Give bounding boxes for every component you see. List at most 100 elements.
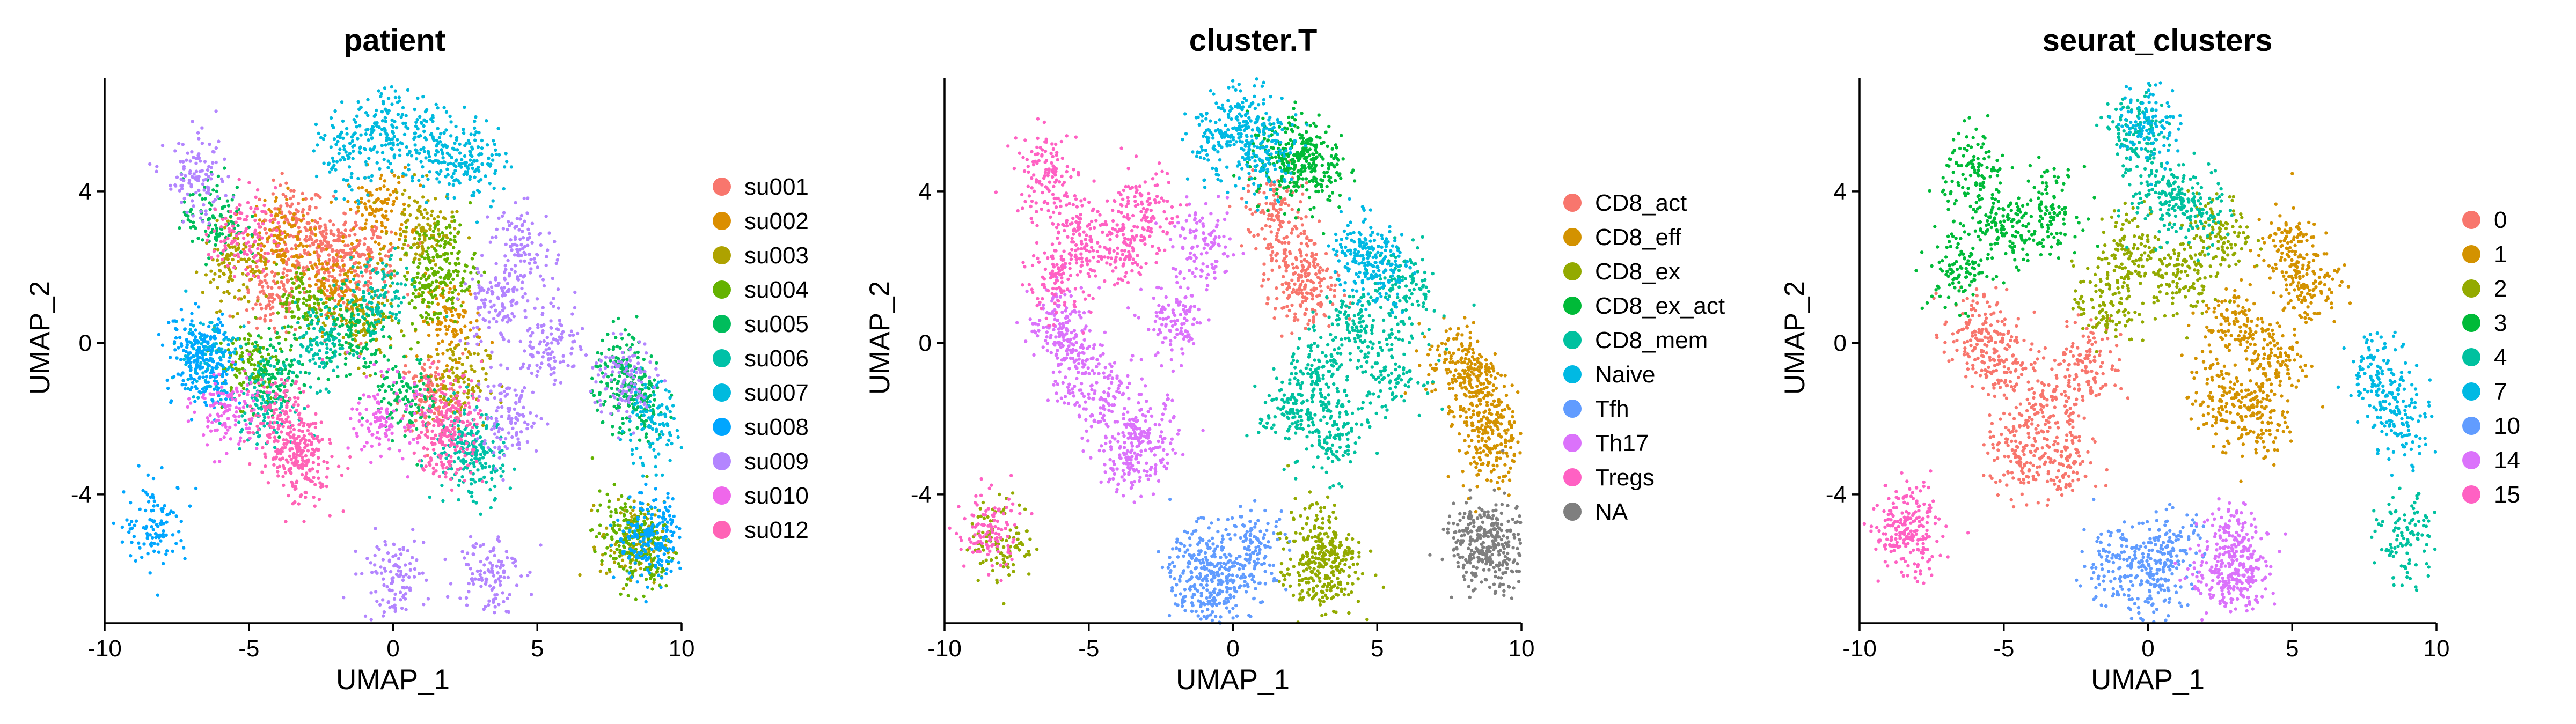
data-point — [256, 364, 260, 368]
data-point — [469, 429, 473, 433]
data-point — [359, 133, 363, 137]
data-point — [347, 234, 352, 238]
data-point — [320, 246, 324, 250]
data-point — [418, 237, 421, 241]
data-point — [264, 263, 267, 267]
data-point — [289, 196, 292, 201]
data-point — [643, 374, 647, 378]
data-point — [487, 310, 491, 314]
data-point — [451, 371, 455, 375]
data-point — [377, 89, 380, 93]
data-point — [352, 132, 356, 136]
data-point — [404, 121, 407, 125]
data-point — [407, 301, 411, 305]
data-point — [407, 204, 411, 208]
data-point — [630, 575, 634, 579]
data-point — [292, 315, 296, 319]
data-point — [216, 286, 219, 290]
data-point — [323, 333, 327, 336]
data-point — [317, 278, 320, 283]
data-point — [438, 210, 443, 214]
data-point — [473, 480, 477, 484]
data-point — [339, 269, 343, 273]
data-point — [363, 147, 367, 151]
data-point — [379, 207, 384, 211]
data-point — [423, 256, 427, 260]
data-point — [620, 337, 624, 341]
data-point — [620, 558, 625, 562]
data-point — [451, 296, 455, 300]
data-point — [433, 287, 437, 291]
data-point — [294, 216, 298, 220]
data-point — [485, 119, 488, 123]
data-point — [294, 300, 297, 304]
data-point — [340, 297, 345, 300]
data-point — [295, 220, 298, 224]
data-point — [324, 268, 327, 271]
data-point — [652, 390, 655, 394]
data-point — [455, 136, 459, 140]
data-point — [241, 386, 246, 390]
data-point — [470, 367, 474, 372]
data-point — [366, 260, 370, 264]
data-point — [258, 197, 261, 201]
data-point — [391, 439, 394, 443]
data-point — [615, 407, 619, 410]
data-point — [472, 159, 477, 163]
data-point — [367, 175, 371, 179]
data-point — [667, 438, 671, 442]
data-point — [603, 400, 607, 403]
data-point — [413, 237, 417, 240]
data-point — [186, 192, 189, 196]
data-point — [405, 266, 409, 270]
data-point — [332, 263, 335, 267]
data-point — [448, 287, 452, 291]
data-point — [357, 202, 361, 206]
data-point — [477, 291, 480, 295]
data-point — [649, 516, 653, 520]
data-point — [237, 420, 241, 424]
data-point — [262, 416, 267, 419]
data-point — [208, 356, 213, 360]
data-point — [199, 210, 203, 214]
data-point — [640, 545, 644, 549]
data-point — [204, 370, 208, 373]
data-point — [471, 499, 475, 503]
data-point — [426, 253, 430, 257]
data-point — [358, 265, 362, 269]
data-point — [378, 132, 383, 136]
data-point — [427, 358, 430, 362]
data-point — [492, 316, 496, 321]
data-point — [634, 597, 638, 601]
data-point — [214, 109, 218, 113]
data-point — [263, 278, 267, 283]
data-point — [442, 245, 447, 249]
data-point — [665, 549, 669, 552]
data-point — [312, 294, 316, 298]
data-point — [404, 283, 407, 287]
data-point — [448, 261, 452, 265]
data-point — [201, 375, 205, 379]
data-point — [297, 266, 301, 270]
data-point — [482, 305, 487, 309]
data-point — [338, 158, 342, 162]
data-point — [352, 317, 355, 321]
data-point — [353, 323, 357, 328]
data-point — [456, 390, 460, 395]
data-point — [363, 176, 367, 180]
data-point — [501, 469, 505, 474]
data-point — [306, 268, 310, 271]
data-point — [269, 364, 273, 368]
data-point — [287, 293, 291, 298]
data-point — [430, 383, 434, 387]
data-point — [436, 255, 440, 259]
data-point — [294, 243, 297, 247]
data-point — [332, 125, 335, 129]
data-point — [398, 148, 402, 152]
data-point — [415, 354, 419, 358]
data-point — [398, 238, 401, 241]
data-point — [668, 514, 672, 518]
data-point — [628, 565, 632, 570]
data-point — [332, 322, 335, 326]
data-point — [150, 544, 153, 548]
